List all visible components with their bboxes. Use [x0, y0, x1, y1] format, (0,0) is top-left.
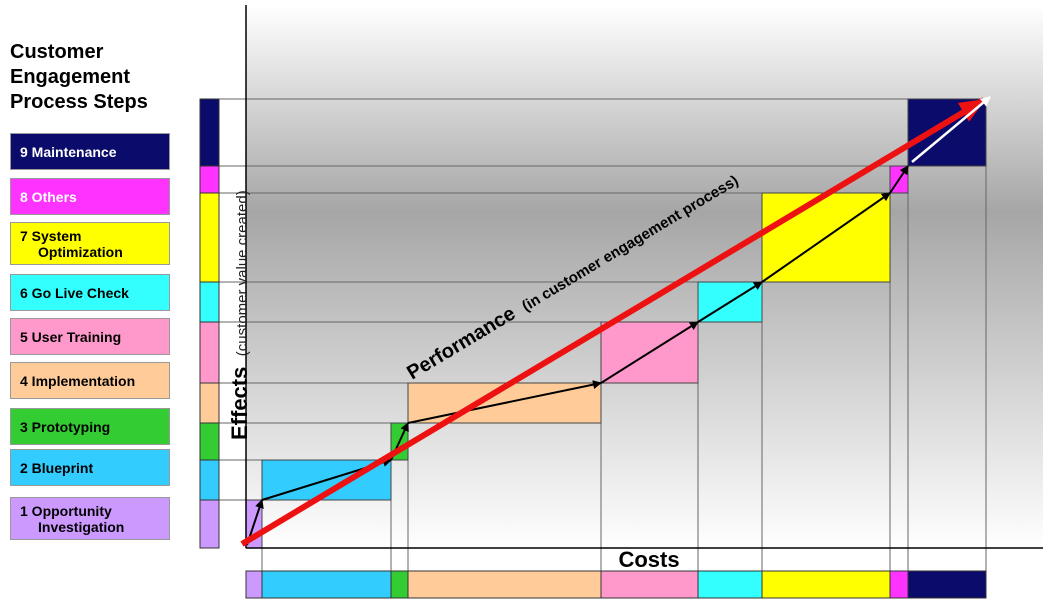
legend-item: 6 Go Live Check: [10, 274, 170, 311]
performance-arrow: [240, 97, 986, 547]
costs-bar-segment: [889, 570, 909, 599]
effects-bar-segment: [199, 499, 220, 549]
staircase-arrow: [407, 380, 602, 424]
legend-item-label: 4 Implementation: [20, 372, 136, 389]
effects-bar-segment: [199, 321, 220, 384]
legend-title-line: Process Steps: [10, 91, 148, 113]
maintenance-arrow: [911, 96, 991, 163]
plot-background: [246, 5, 1043, 549]
costs-bar-segment: [407, 570, 602, 599]
legend-item: 9 Maintenance: [10, 133, 170, 170]
effects-bar-segment: [199, 459, 220, 501]
x-axis-label: Costs: [618, 547, 679, 572]
legend-item-label: Optimization: [38, 243, 123, 260]
costs-bar-segment: [261, 570, 392, 599]
y-axis-label-sub: (customer value created): [234, 190, 251, 356]
legend-item-label: 7 System: [20, 227, 82, 244]
legend-item-label: 3 Prototyping: [20, 418, 111, 435]
effects-bar-segment: [199, 192, 220, 283]
legend-item-label: 5 User Training: [20, 328, 122, 345]
effects-bar-segment: [199, 165, 220, 194]
costs-bar-segment: [907, 570, 987, 599]
effects-bar-segment: [199, 98, 220, 167]
legend-item: 4 Implementation: [10, 362, 170, 399]
legend-item-label: 8 Others: [20, 188, 77, 205]
legend-item-label: Investigation: [38, 518, 125, 535]
legend-item: 8 Others: [10, 178, 170, 215]
effects-bar-segment: [199, 422, 220, 461]
costs-bar-segment: [245, 570, 263, 599]
legend-item: 5 User Training: [10, 318, 170, 355]
legend-item-label: 2 Blueprint: [20, 459, 94, 476]
costs-bar-segment: [390, 570, 409, 599]
costs-bar-segment: [697, 570, 763, 599]
legend-item-label: 6 Go Live Check: [20, 284, 129, 301]
legend-item-label: 9 Maintenance: [20, 143, 117, 160]
effects-bar-segment: [199, 382, 220, 424]
costs-bar-segment: [761, 570, 891, 599]
legend-item: 2 Blueprint: [10, 449, 170, 486]
effects-bar-segment: [199, 281, 220, 323]
costs-bar-segment: [600, 570, 699, 599]
staircase-arrow: [697, 281, 763, 323]
y-axis-label: Effects (customer value created): [227, 190, 252, 440]
legend-item: 3 Prototyping: [10, 408, 170, 445]
legend-item: 7 System Optimization: [10, 222, 170, 265]
legend-item: 1 Opportunity Investigation: [10, 497, 170, 540]
costs-color-bar: [245, 570, 987, 599]
legend-title-line: Customer: [10, 41, 104, 63]
effects-color-bar: [199, 98, 220, 549]
staircase-arrow: [761, 192, 891, 283]
legend-item-label: 1 Opportunity: [20, 502, 112, 519]
legend-title-line: Engagement: [10, 66, 131, 88]
staircase-arrow: [889, 165, 909, 194]
y-axis-label-bold: Effects: [227, 367, 252, 440]
staircase-arrow: [600, 321, 699, 384]
legend-title: Customer Engagement Process Steps: [10, 40, 190, 115]
